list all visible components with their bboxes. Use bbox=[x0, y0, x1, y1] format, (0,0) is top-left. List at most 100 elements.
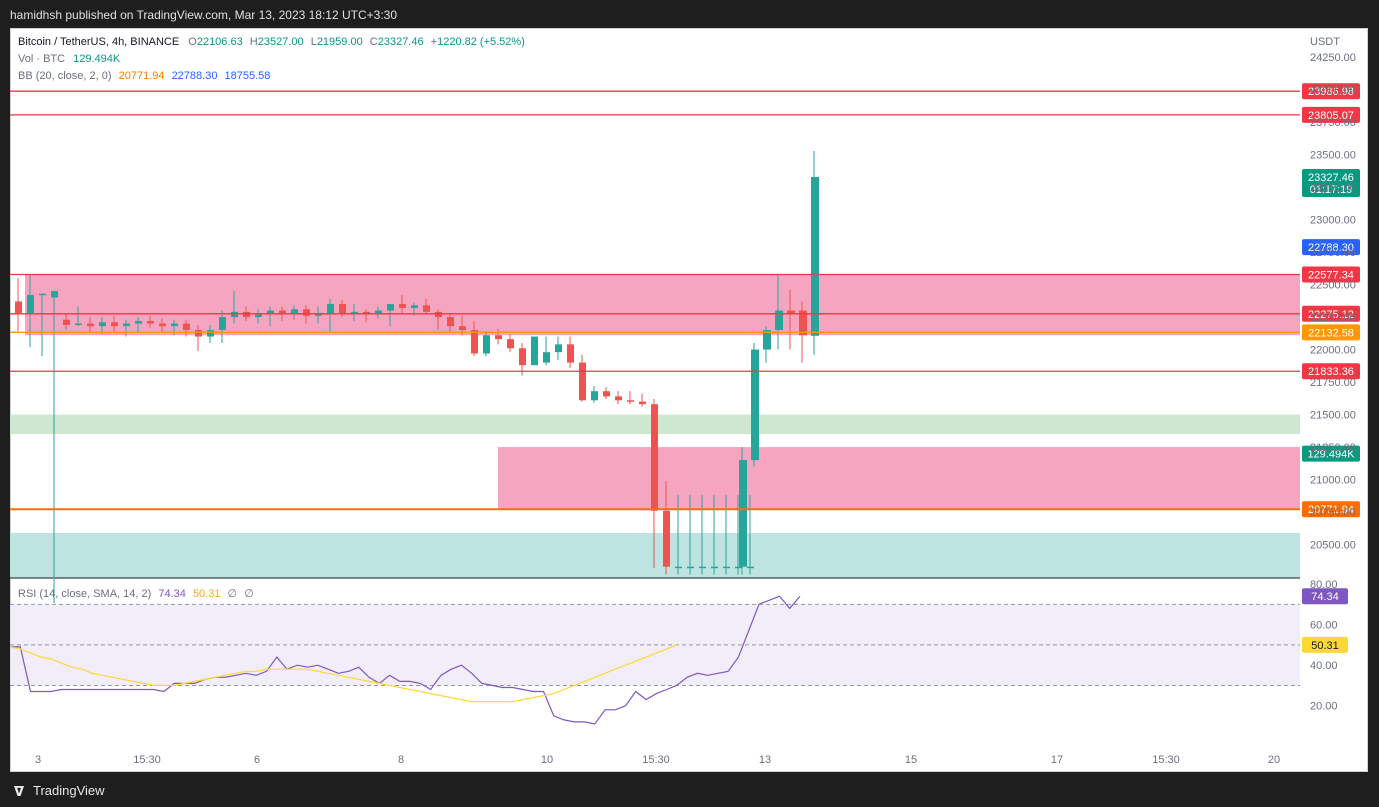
x-tick-label: 13 bbox=[759, 754, 771, 766]
legend-rsi-na1: ∅ bbox=[227, 588, 238, 600]
candle-body bbox=[279, 310, 286, 314]
candle-body bbox=[603, 391, 610, 397]
x-tick-label: 15:30 bbox=[1152, 754, 1180, 766]
candle-body bbox=[75, 323, 82, 326]
level-badge-label-4: 22132.58 bbox=[1308, 327, 1354, 339]
rsi-tick-label: 60.00 bbox=[1310, 620, 1338, 632]
candle-body bbox=[787, 310, 795, 315]
candle-body bbox=[495, 335, 502, 340]
x-tick-label: 8 bbox=[398, 754, 404, 766]
level-badge-bg-2 bbox=[1302, 266, 1360, 283]
candle-body bbox=[675, 566, 682, 569]
level-badge-label-1: 23805.07 bbox=[1308, 110, 1354, 122]
candle-body bbox=[195, 330, 202, 337]
y-tick-label: 22000.00 bbox=[1310, 345, 1356, 357]
x-tick-label: 3 bbox=[35, 754, 41, 766]
y-tick-label: 23750.00 bbox=[1310, 117, 1356, 129]
legend-bb-lower: 18755.58 bbox=[224, 70, 271, 82]
legend-rsi-na2: ∅ bbox=[244, 588, 254, 600]
candle-body bbox=[591, 391, 598, 401]
legend-rsi-ma: 50.31 bbox=[192, 588, 221, 600]
legend-bb-basis: 20771.94 bbox=[118, 70, 165, 82]
publisher-text: hamidhsh published on TradingView.com, M… bbox=[10, 8, 398, 22]
candle-body bbox=[651, 404, 658, 511]
y-tick-label: 21000.00 bbox=[1310, 475, 1356, 487]
candle-body bbox=[399, 304, 406, 308]
candle-body bbox=[51, 291, 58, 298]
level-badge-bg-1 bbox=[1302, 106, 1360, 123]
candle-body bbox=[87, 323, 94, 327]
candle-body bbox=[231, 311, 238, 318]
legend-h-label: H bbox=[249, 36, 258, 48]
candle-body bbox=[147, 320, 154, 324]
price-badge-bg-0 bbox=[1302, 168, 1360, 197]
price-badge-sub-0: 01:17:19 bbox=[1310, 184, 1353, 196]
candle-body bbox=[183, 323, 190, 331]
level-badge-bg-3 bbox=[1302, 305, 1360, 322]
candle-body bbox=[711, 566, 718, 569]
candle-body bbox=[799, 310, 807, 336]
candle-body bbox=[747, 566, 754, 569]
level-badge-label-6: 20771.94 bbox=[1308, 504, 1354, 516]
level-badge-label-3: 22275.12 bbox=[1308, 309, 1354, 321]
candle-body bbox=[435, 311, 442, 318]
candle-body bbox=[471, 330, 478, 354]
y-tick-label: 23000.00 bbox=[1310, 215, 1356, 227]
legend-rsi: 74.34 bbox=[158, 588, 186, 600]
legend-symbol: Bitcoin / TetherUS, 4h, BINANCE bbox=[18, 36, 180, 48]
price-chart[interactable]: 23986.98 23805.07 22577.34 22275.12 22132.58… bbox=[10, 28, 1368, 772]
candle-body bbox=[663, 510, 670, 567]
level-badge-bg-0 bbox=[1302, 83, 1360, 100]
brand-name: TradingView bbox=[33, 783, 105, 798]
price-badge-bg-1 bbox=[1302, 239, 1360, 256]
y-tick-label: 20500.00 bbox=[1310, 540, 1356, 552]
candle-body bbox=[303, 309, 310, 316]
candle-body bbox=[615, 396, 622, 401]
candle-body bbox=[775, 310, 783, 331]
volume-band bbox=[10, 533, 1300, 578]
y-tick-label: 24250.00 bbox=[1310, 52, 1356, 64]
x-tick-label: 15 bbox=[905, 754, 917, 766]
candle-body bbox=[111, 322, 118, 327]
x-tick-label: 6 bbox=[254, 754, 260, 766]
candle-body bbox=[483, 335, 490, 354]
legend-c: 23327.46 bbox=[377, 36, 424, 48]
candle-body bbox=[579, 362, 586, 401]
price-badge-label-1: 22788.30 bbox=[1308, 242, 1354, 254]
candle-body bbox=[543, 352, 550, 363]
legend-rsi-label: RSI (14, close, SMA, 14, 2) bbox=[18, 588, 152, 600]
y-tick-label: 22250.00 bbox=[1310, 312, 1356, 324]
zone-2 bbox=[498, 447, 1300, 510]
candle-body bbox=[291, 309, 298, 314]
rsi-line bbox=[10, 595, 801, 725]
price-badge-label-0: 23327.46 bbox=[1308, 172, 1354, 184]
legend-l-label: L bbox=[310, 36, 317, 48]
y-tick-label: 23500.00 bbox=[1310, 150, 1356, 162]
price-badge-label-2: 129.494K bbox=[1307, 449, 1355, 461]
candle-body bbox=[687, 566, 694, 569]
candle-body bbox=[63, 319, 70, 325]
candle-body bbox=[763, 330, 771, 350]
candle-body bbox=[27, 294, 34, 314]
candle-body bbox=[375, 310, 382, 315]
candle-body bbox=[531, 336, 538, 366]
candle-body bbox=[639, 401, 646, 405]
level-badge-bg-5 bbox=[1302, 363, 1360, 380]
x-tick-label: 15:30 bbox=[642, 754, 670, 766]
candle-body bbox=[459, 326, 466, 331]
y-tick-label: 22500.00 bbox=[1310, 280, 1356, 292]
candle-body bbox=[735, 566, 742, 569]
candle-body bbox=[723, 566, 730, 569]
candle-body bbox=[751, 349, 759, 461]
candle-body bbox=[447, 317, 454, 327]
x-tick-label: 15:30 bbox=[133, 754, 161, 766]
x-tick-label: 20 bbox=[1268, 754, 1280, 766]
candle-body bbox=[699, 566, 706, 569]
candle-body bbox=[267, 310, 274, 314]
candle-body bbox=[327, 304, 334, 314]
legend-vol-label: Vol · BTC bbox=[18, 53, 66, 65]
bottom-bar: ᐁ TradingView bbox=[0, 776, 1379, 807]
level-badge-label-5: 21833.36 bbox=[1308, 366, 1354, 378]
legend-o-label: O bbox=[188, 36, 197, 48]
candle-body bbox=[519, 348, 526, 366]
